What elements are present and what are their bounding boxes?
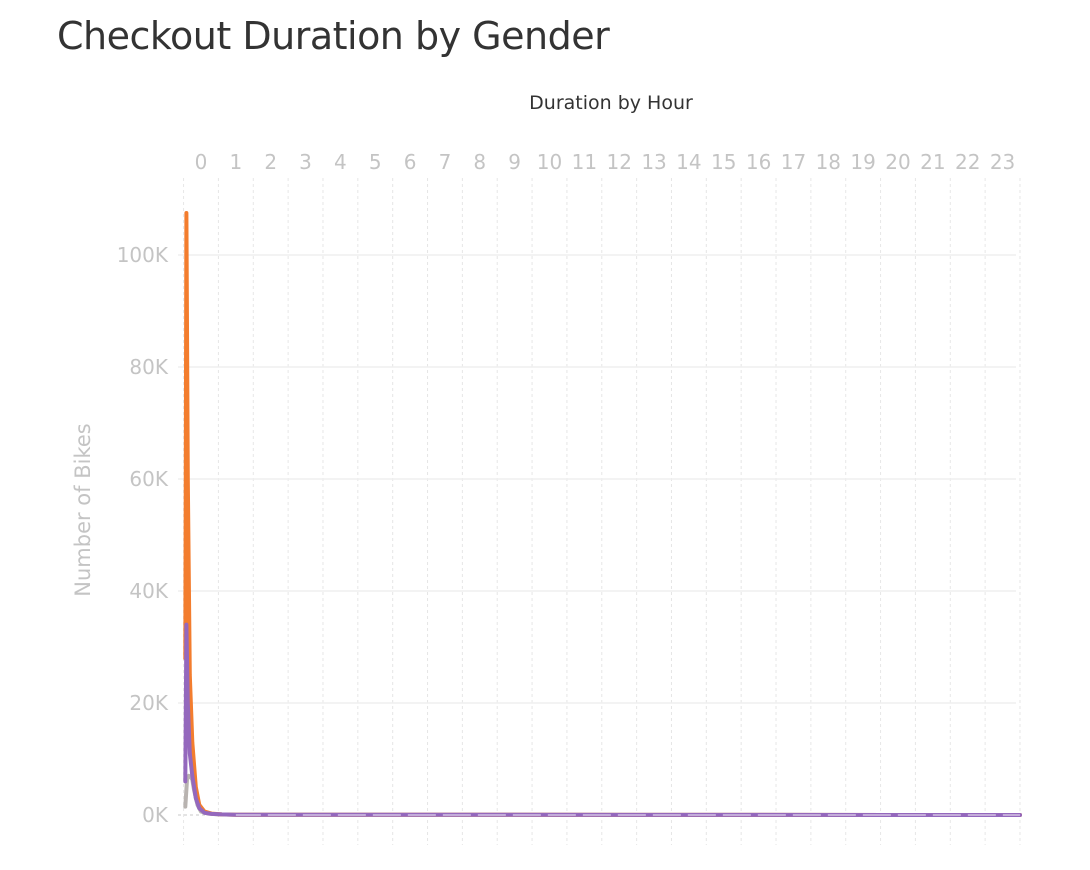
x-tick-label: 19 <box>850 150 875 174</box>
y-tick-label: 40K <box>129 579 168 603</box>
y-tick-label: 80K <box>129 355 168 379</box>
x-tick-label: 6 <box>404 150 417 174</box>
series-line-3 <box>183 622 1022 817</box>
x-tick-label: 22 <box>955 150 980 174</box>
x-tick-label: 5 <box>369 150 382 174</box>
x-tick-label: 23 <box>990 150 1015 174</box>
grid <box>178 178 1021 845</box>
series-line-2 <box>183 211 1022 817</box>
x-tick-label: 9 <box>508 150 521 174</box>
x-tick-label: 12 <box>606 150 631 174</box>
x-tick-label: 14 <box>676 150 701 174</box>
x-tick-label: 13 <box>641 150 666 174</box>
y-axis-title: Number of Bikes <box>71 423 95 596</box>
series-line-1 <box>183 773 1022 817</box>
x-tick-label: 10 <box>537 150 562 174</box>
series-lines <box>183 211 1022 817</box>
y-tick-label: 100K <box>117 243 169 267</box>
y-tick-label: 0K <box>142 803 169 827</box>
y-tick-label: 60K <box>129 467 168 491</box>
x-tick-label: 18 <box>816 150 841 174</box>
x-tick-label: 3 <box>299 150 312 174</box>
x-tick-label: 16 <box>746 150 771 174</box>
x-tick-label: 2 <box>264 150 277 174</box>
x-tick-label: 0 <box>195 150 208 174</box>
x-tick-label: 17 <box>781 150 806 174</box>
x-axis-ticks: 0 1 2 3 4 5 6 7 8 9 10 11 12 13 14 15 16 17 18 19 20 21 22 23 <box>195 150 1016 174</box>
x-tick-label: 15 <box>711 150 736 174</box>
x-axis-title: Duration by Hour <box>529 92 693 114</box>
y-axis-ticks: 0K 20K 40K 60K 80K 100K <box>117 243 169 827</box>
chart-title: Checkout Duration by Gender <box>57 14 610 58</box>
x-tick-label: 4 <box>334 150 347 174</box>
x-tick-label: 11 <box>572 150 597 174</box>
x-tick-label: 7 <box>439 150 452 174</box>
x-tick-label: 1 <box>229 150 242 174</box>
x-tick-label: 21 <box>920 150 945 174</box>
x-tick-label: 20 <box>885 150 910 174</box>
y-tick-label: 20K <box>129 691 168 715</box>
x-tick-label: 8 <box>473 150 486 174</box>
